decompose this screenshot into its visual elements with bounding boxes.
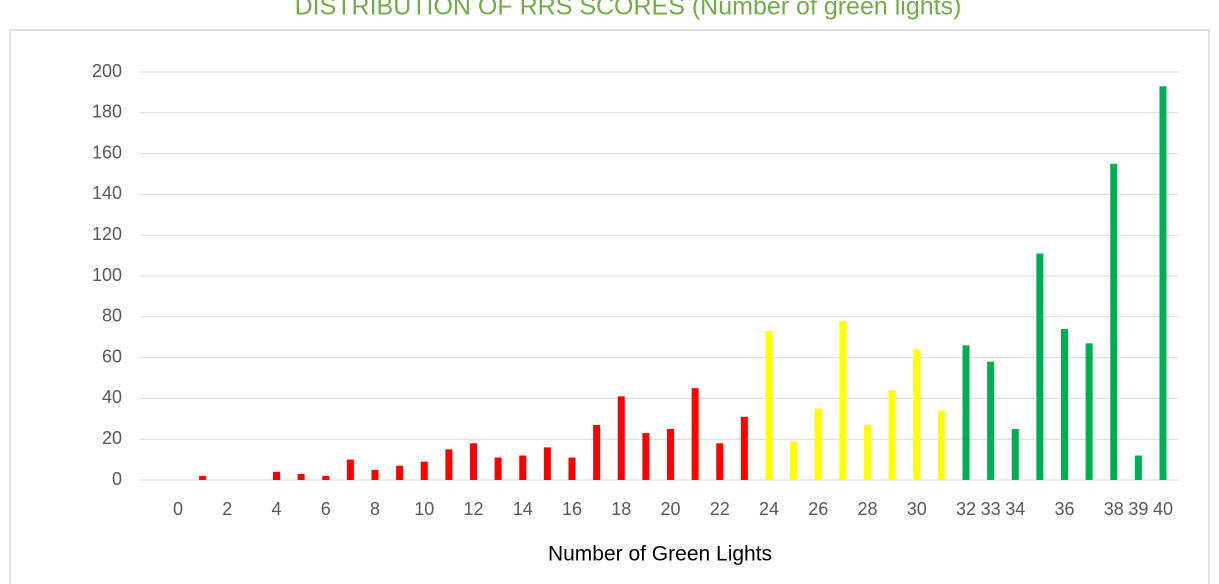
x-tick-label: 34 [1005, 499, 1025, 519]
x-tick-label: 6 [321, 499, 331, 519]
bar [987, 361, 995, 480]
bar [790, 441, 798, 480]
bar [273, 471, 280, 480]
y-tick-label: 200 [92, 61, 122, 81]
bar [839, 320, 847, 480]
y-tick-label: 180 [92, 102, 122, 122]
y-tick-label: 120 [92, 224, 122, 244]
bar [1134, 455, 1142, 480]
y-tick-label: 140 [92, 183, 122, 203]
bar [1036, 253, 1044, 480]
x-tick-label: 39 [1128, 499, 1148, 519]
x-tick-label: 20 [660, 499, 680, 519]
chart-title: DISTRIBUTION OF RRS SCORES (Number of gr… [295, 0, 962, 21]
x-axis-label: Number of Green Lights [548, 543, 772, 566]
bar [494, 457, 502, 480]
bar [1110, 163, 1118, 481]
bar [765, 331, 773, 480]
x-tick-label: 16 [562, 499, 582, 519]
x-tick-label: 14 [513, 499, 533, 519]
x-tick-label: 32 [956, 499, 976, 519]
bar [199, 475, 207, 480]
y-tick-label: 20 [102, 428, 122, 448]
x-tick-label: 18 [611, 499, 631, 519]
x-tick-label: 0 [173, 499, 183, 519]
bar [864, 424, 871, 480]
y-tick-label: 80 [102, 306, 122, 326]
bar [568, 457, 576, 480]
x-tick-label: 12 [463, 499, 483, 519]
bar [617, 396, 625, 480]
y-tick-label: 60 [102, 346, 122, 366]
bar [1011, 429, 1019, 480]
x-tick-label: 4 [271, 499, 281, 519]
x-tick-label: 33 [981, 499, 1001, 519]
bar [470, 443, 477, 480]
bar [814, 408, 822, 480]
bar [888, 390, 896, 480]
bar [297, 473, 305, 480]
bar [962, 345, 970, 480]
bar [1159, 86, 1167, 480]
bar [543, 447, 551, 480]
y-tick-label: 40 [102, 387, 122, 407]
chart-frame [9, 29, 1210, 584]
bar [420, 461, 428, 480]
bar [519, 455, 527, 480]
x-tick-label: 30 [907, 499, 927, 519]
bar [346, 459, 354, 480]
bar [691, 388, 699, 480]
x-tick-label: 24 [759, 499, 779, 519]
y-tick-label: 100 [92, 265, 122, 285]
x-tick-label: 38 [1104, 499, 1124, 519]
bar [322, 475, 330, 480]
x-tick-label: 28 [857, 499, 877, 519]
bar [396, 465, 404, 480]
bar [1061, 329, 1068, 480]
bar [371, 469, 379, 480]
bar [740, 416, 748, 480]
bar [642, 433, 650, 480]
x-tick-label: 2 [222, 499, 232, 519]
x-tick-label: 22 [710, 499, 730, 519]
x-tick-label: 36 [1054, 499, 1074, 519]
bar [937, 410, 945, 480]
bar [1085, 343, 1093, 480]
x-tick-label: 26 [808, 499, 828, 519]
bar [716, 443, 724, 480]
bar [913, 349, 921, 480]
y-tick-label: 0 [112, 469, 122, 489]
bar [667, 429, 674, 480]
bar [445, 449, 453, 480]
x-tick-label: 10 [414, 499, 434, 519]
bar [593, 424, 601, 480]
x-tick-label: 40 [1153, 499, 1173, 519]
y-tick-label: 160 [92, 142, 122, 162]
x-tick-label: 8 [370, 499, 380, 519]
